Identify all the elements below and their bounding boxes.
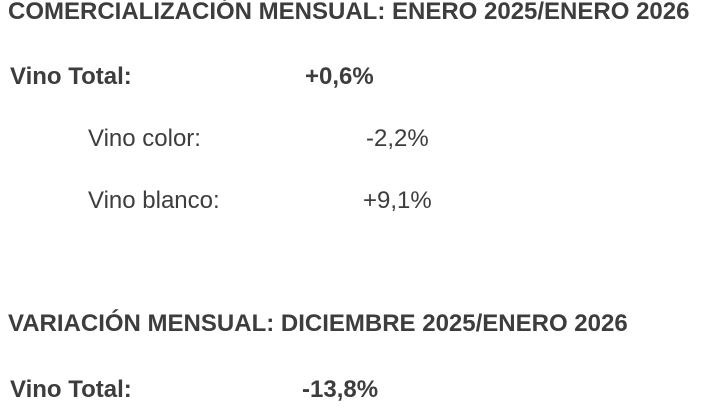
row-label-vino-blanco: Vino blanco:: [88, 187, 220, 214]
row-label-vino-total-2: Vino Total:: [10, 376, 132, 403]
row-value-vino-blanco: +9,1%: [363, 187, 432, 214]
row-value-vino-color: -2,2%: [366, 125, 429, 152]
section-commercialization-title: COMERCIALIZACIÓN MENSUAL: ENERO 2025/ENE…: [8, 0, 690, 25]
row-label-vino-color: Vino color:: [88, 125, 201, 152]
row-value-vino-total-1: +0,6%: [305, 63, 374, 90]
row-label-vino-total-1: Vino Total:: [10, 63, 132, 90]
row-value-vino-total-2: -13,8%: [302, 376, 379, 403]
section-variation-title: VARIACIÓN MENSUAL: DICIEMBRE 2025/ENERO …: [8, 310, 628, 337]
